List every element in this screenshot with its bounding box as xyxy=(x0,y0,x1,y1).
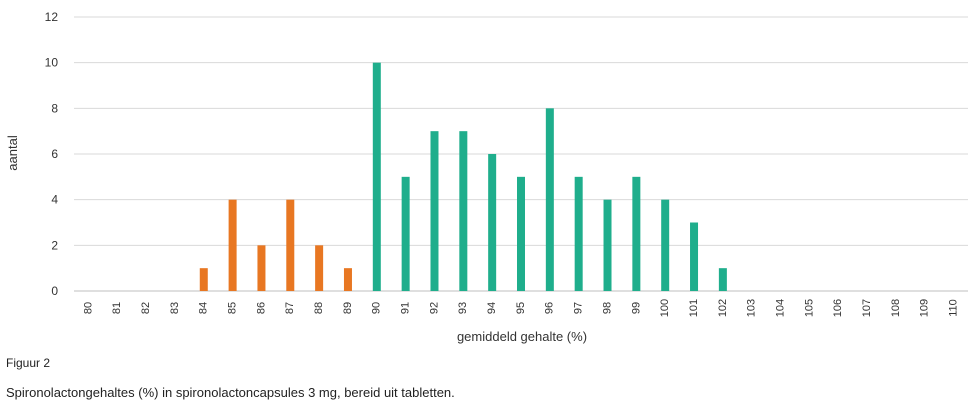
x-tick-label: 84 xyxy=(198,302,210,314)
x-tick-label: 102 xyxy=(717,299,729,317)
x-tick-label: 103 xyxy=(746,299,758,317)
bar-88 xyxy=(315,245,324,291)
x-tick-label: 110 xyxy=(947,299,959,317)
y-tick-label: 4 xyxy=(51,193,58,207)
x-tick-label: 85 xyxy=(227,302,239,314)
x-tick-label: 80 xyxy=(82,302,94,314)
bar-102 xyxy=(718,268,727,291)
x-tick-label: 88 xyxy=(313,302,325,314)
bar-91 xyxy=(401,176,410,291)
x-tick-label: 107 xyxy=(861,299,873,317)
x-tick-label: 104 xyxy=(774,299,786,317)
y-tick-label: 8 xyxy=(51,101,58,115)
figure-label: Figuur 2 xyxy=(6,356,51,370)
bar-87 xyxy=(286,199,295,291)
x-tick-label: 101 xyxy=(688,299,700,317)
x-tick-label: 97 xyxy=(573,302,585,314)
bar-96 xyxy=(545,108,554,291)
x-tick-label: 99 xyxy=(630,302,642,314)
bar-95 xyxy=(517,176,525,291)
x-tick-label: 81 xyxy=(111,302,123,314)
x-axis-label: gemiddeld gehalte (%) xyxy=(457,329,587,344)
x-tick-label: 94 xyxy=(486,302,498,314)
y-tick-label: 6 xyxy=(51,147,58,161)
y-axis-label: aantal xyxy=(5,135,20,171)
x-tick-label: 109 xyxy=(919,299,931,317)
y-tick-label: 0 xyxy=(51,284,58,298)
x-tick-label: 106 xyxy=(832,299,844,317)
x-tick-label: 92 xyxy=(428,302,440,314)
bar-99 xyxy=(632,176,641,291)
bars xyxy=(199,62,727,291)
bar-84 xyxy=(199,268,208,291)
x-tick-labels: 80 81 82 83 84 85 86 87 88 89 90 91 92 93 94 95 96 97 98 99… xyxy=(82,299,959,317)
y-tick-label: 12 xyxy=(45,10,59,24)
y-tick-label: 10 xyxy=(45,56,59,70)
figure-caption: Spironolactongehaltes (%) in spironolact… xyxy=(6,385,455,400)
bar-101 xyxy=(690,222,699,291)
x-tick-label: 89 xyxy=(342,302,354,314)
x-tick-label: 87 xyxy=(284,302,296,314)
bar-85 xyxy=(228,199,237,291)
x-tick-label: 100 xyxy=(659,299,671,317)
bar-89 xyxy=(343,268,352,291)
bar-100 xyxy=(661,199,670,291)
bar-97 xyxy=(574,176,583,291)
x-tick-label: 83 xyxy=(169,302,181,314)
y-tick-label: 2 xyxy=(51,238,58,252)
x-tick-label: 108 xyxy=(890,299,902,317)
bar-98 xyxy=(603,199,612,291)
x-tick-label: 93 xyxy=(457,302,469,314)
x-tick-label: 86 xyxy=(255,302,267,314)
bar-94 xyxy=(488,154,497,291)
y-tick-labels: 0 2 4 6 8 10 12 xyxy=(45,10,59,298)
x-tick-label: 91 xyxy=(400,302,412,314)
bar-90 xyxy=(372,62,381,291)
bar-92 xyxy=(430,131,439,291)
x-tick-label: 90 xyxy=(371,302,383,314)
bar-86 xyxy=(257,245,266,291)
x-tick-label: 105 xyxy=(803,299,815,317)
x-tick-label: 95 xyxy=(515,302,527,314)
histogram-chart: 0 2 4 6 8 10 12 80 81 82 83 84 85 86 87 88 89 90 91 92 93 94… xyxy=(5,10,968,344)
x-tick-label: 96 xyxy=(544,302,556,314)
x-tick-label: 82 xyxy=(140,302,152,314)
x-tick-label: 98 xyxy=(601,302,613,314)
bar-93 xyxy=(459,131,468,291)
